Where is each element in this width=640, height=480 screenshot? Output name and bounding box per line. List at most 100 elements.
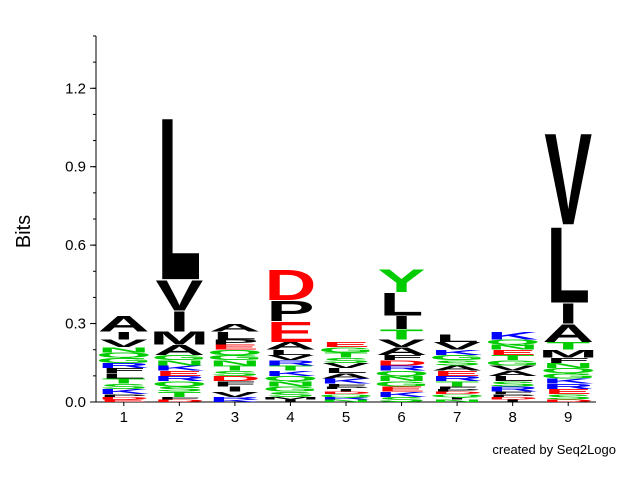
x-tick-label: 9 <box>564 409 572 426</box>
logo-letter-D: D <box>542 399 594 403</box>
logo-letter-A: A <box>265 340 317 352</box>
x-tick-label: 3 <box>231 409 239 426</box>
logo-letter-T: T <box>269 364 313 372</box>
logo-letter-T: T <box>213 364 257 372</box>
logo-letter-T: T <box>435 380 479 388</box>
logo-letter-Q: Q <box>485 338 541 346</box>
logo-letter-A: A <box>431 364 483 372</box>
logo-letter-E: E <box>378 385 426 393</box>
logo-letter-M: M <box>261 396 321 400</box>
logo-letter-V: V <box>211 390 259 398</box>
logo-letter-T: T <box>380 326 424 342</box>
logo-letter-T: T <box>324 351 368 359</box>
y-tick-label: 0.6 <box>65 237 86 254</box>
logo-letter-Q: Q <box>207 348 263 356</box>
logo-letter-M: M <box>150 328 210 348</box>
x-tick-label: 1 <box>120 409 128 426</box>
y-tick-label: 1.2 <box>65 80 86 97</box>
logo-letter-V: V <box>433 340 481 352</box>
logo-letter-N: N <box>209 359 261 367</box>
logo-letter-V: V <box>544 108 592 253</box>
logo-letter-G: G <box>96 356 152 364</box>
logo-letter-F: F <box>157 396 201 400</box>
logo-letter-A: A <box>209 322 261 334</box>
x-tick-label: 8 <box>508 409 516 426</box>
logo-letter-K: K <box>98 388 150 396</box>
logo-letter-F: F <box>380 354 424 362</box>
logo-letter-N: N <box>487 343 539 351</box>
logo-letter-N: N <box>153 359 205 367</box>
logo-letter-Q: Q <box>374 369 430 377</box>
logo-letter-Q: Q <box>263 375 319 383</box>
logo-letter-V: V <box>155 271 203 320</box>
logo-letter-L: L <box>491 375 535 383</box>
logo-letter-N: N <box>320 399 372 403</box>
logo-letter-E: E <box>155 369 203 377</box>
logo-letter-F: F <box>491 391 535 395</box>
logo-letter-K: K <box>431 348 483 356</box>
logo-letter-E: E <box>433 369 481 377</box>
logo-letter-E: E <box>322 341 370 349</box>
logo-letter-R: R <box>542 382 594 390</box>
logo-letter-A: A <box>487 369 539 377</box>
logo-letter-I: I <box>169 305 189 337</box>
logo-letter-P: P <box>433 388 481 392</box>
logo-letter-P: P <box>211 338 259 346</box>
logo-letter-D: D <box>98 396 150 400</box>
logo-letter-T: T <box>546 340 590 352</box>
x-tick-label: 7 <box>453 409 461 426</box>
logo-letter-V: V <box>322 361 370 369</box>
logo-letter-P: P <box>322 386 370 390</box>
logo-letter-M: M <box>538 348 598 360</box>
logo-letter-S: S <box>100 382 148 390</box>
logo-letter-S: S <box>155 385 203 393</box>
logo-letter-E: E <box>544 388 592 396</box>
logo-letter-E: E <box>100 399 148 403</box>
logo-letter-S: S <box>211 369 259 377</box>
logo-letter-S: S <box>322 356 370 364</box>
logo-letter-A: A <box>376 345 428 357</box>
logo-letter-Y: Y <box>378 263 426 299</box>
logo-letter-D: D <box>487 396 539 400</box>
logo-letter-A: A <box>153 342 205 358</box>
logo-letter-E: E <box>211 343 259 351</box>
logo-letter-R: R <box>376 364 428 372</box>
logo-letter-R: R <box>431 375 483 383</box>
logo-letter-D: D <box>153 399 205 403</box>
logo-letter-F: F <box>546 356 590 364</box>
logo-letter-S: S <box>267 390 315 398</box>
logo-letter-I: I <box>225 385 245 393</box>
logo-letter-A: A <box>542 319 594 347</box>
logo-letter-K: K <box>265 369 317 377</box>
logo-letter-N: N <box>265 380 317 388</box>
logo-letter-V: V <box>267 354 315 362</box>
logo-letter-I: I <box>503 399 523 403</box>
y-axis-label: Bits <box>13 214 36 249</box>
logo-letter-P: P <box>100 393 148 397</box>
y-tick-label: 0.0 <box>65 394 86 411</box>
logo-letter-L: L <box>102 372 146 380</box>
logo-letter-R: R <box>153 375 205 383</box>
logo-letter-T: T <box>157 390 201 398</box>
logo-letter-I: I <box>280 399 300 403</box>
x-tick-label: 5 <box>342 409 350 426</box>
logo-letter-K: K <box>209 399 261 403</box>
logo-letter-R: R <box>265 359 317 367</box>
logo-letter-N: N <box>431 399 483 403</box>
logo-letter-G: G <box>207 354 263 362</box>
logo-letter-G: G <box>540 372 596 380</box>
logo-letter-Q: Q <box>151 380 207 388</box>
credit-text: created by Seq2Logo <box>492 442 616 457</box>
logo-letter-F: F <box>435 386 479 390</box>
logo-letter-G: G <box>374 380 430 388</box>
logo-letter-K: K <box>542 377 594 385</box>
logo-letter-G: G <box>151 354 207 362</box>
logo-letter-S: S <box>433 359 481 367</box>
logo-letter-I: I <box>447 396 467 400</box>
x-tick-label: 6 <box>397 409 405 426</box>
logo-letter-L: L <box>380 286 424 322</box>
logo-letter-L: L <box>269 348 313 356</box>
logo-letter-P: P <box>267 295 315 327</box>
logo-letter-K: K <box>487 329 539 341</box>
